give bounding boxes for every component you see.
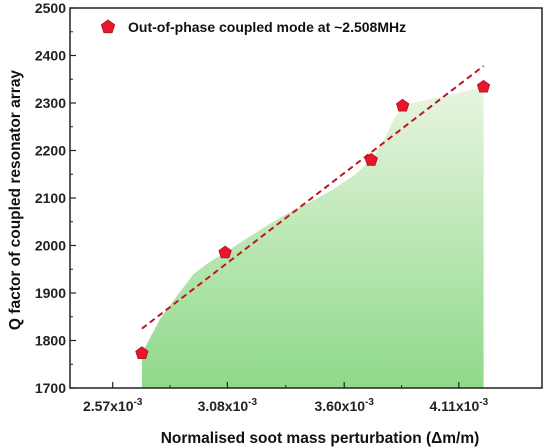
legend: Out-of-phase coupled mode at ~2.508MHz xyxy=(100,19,406,35)
y-tick-label: 2500 xyxy=(35,0,66,16)
y-tick-label: 2100 xyxy=(35,190,66,206)
y-axis-title: Q factor of coupled resonator array xyxy=(7,70,24,330)
x-tick-label: 3.60x10-3 xyxy=(314,397,374,414)
x-tick-label: 4.11x10-3 xyxy=(429,397,488,414)
trend-line xyxy=(141,65,485,330)
x-axis-title: Normalised soot mass perturbation (Δm/m) xyxy=(161,430,480,447)
data-point xyxy=(364,153,378,166)
y-tick-label: 1800 xyxy=(35,333,66,349)
y-tick-label: 2400 xyxy=(35,48,66,64)
data-points xyxy=(135,79,491,360)
y-tick-label: 2000 xyxy=(35,238,66,254)
x-tick-label: 3.08x10-3 xyxy=(198,397,258,414)
y-tick-label: 1700 xyxy=(35,380,66,396)
y-axis-ticks: 1700 1800 1900 2000 2100 2200 2300 2400 2500 xyxy=(35,0,76,396)
shaded-area xyxy=(141,86,484,389)
y-tick-label: 1900 xyxy=(35,285,66,301)
data-point xyxy=(476,79,491,93)
shaded-area-fill xyxy=(141,86,484,389)
legend-label: Out-of-phase coupled mode at ~2.508MHz xyxy=(128,19,406,35)
legend-marker-pentagon-icon xyxy=(100,19,116,34)
y-tick-label: 2200 xyxy=(35,143,66,159)
y-tick-label: 2300 xyxy=(35,95,66,111)
data-point xyxy=(396,98,410,112)
data-point xyxy=(218,245,232,259)
x-tick-label: 2.57x10-3 xyxy=(83,397,143,414)
x-axis-ticks: 2.57x10-3 3.08x10-3 3.60x10-3 4.11x10-3 xyxy=(83,382,489,414)
data-point xyxy=(135,346,149,360)
